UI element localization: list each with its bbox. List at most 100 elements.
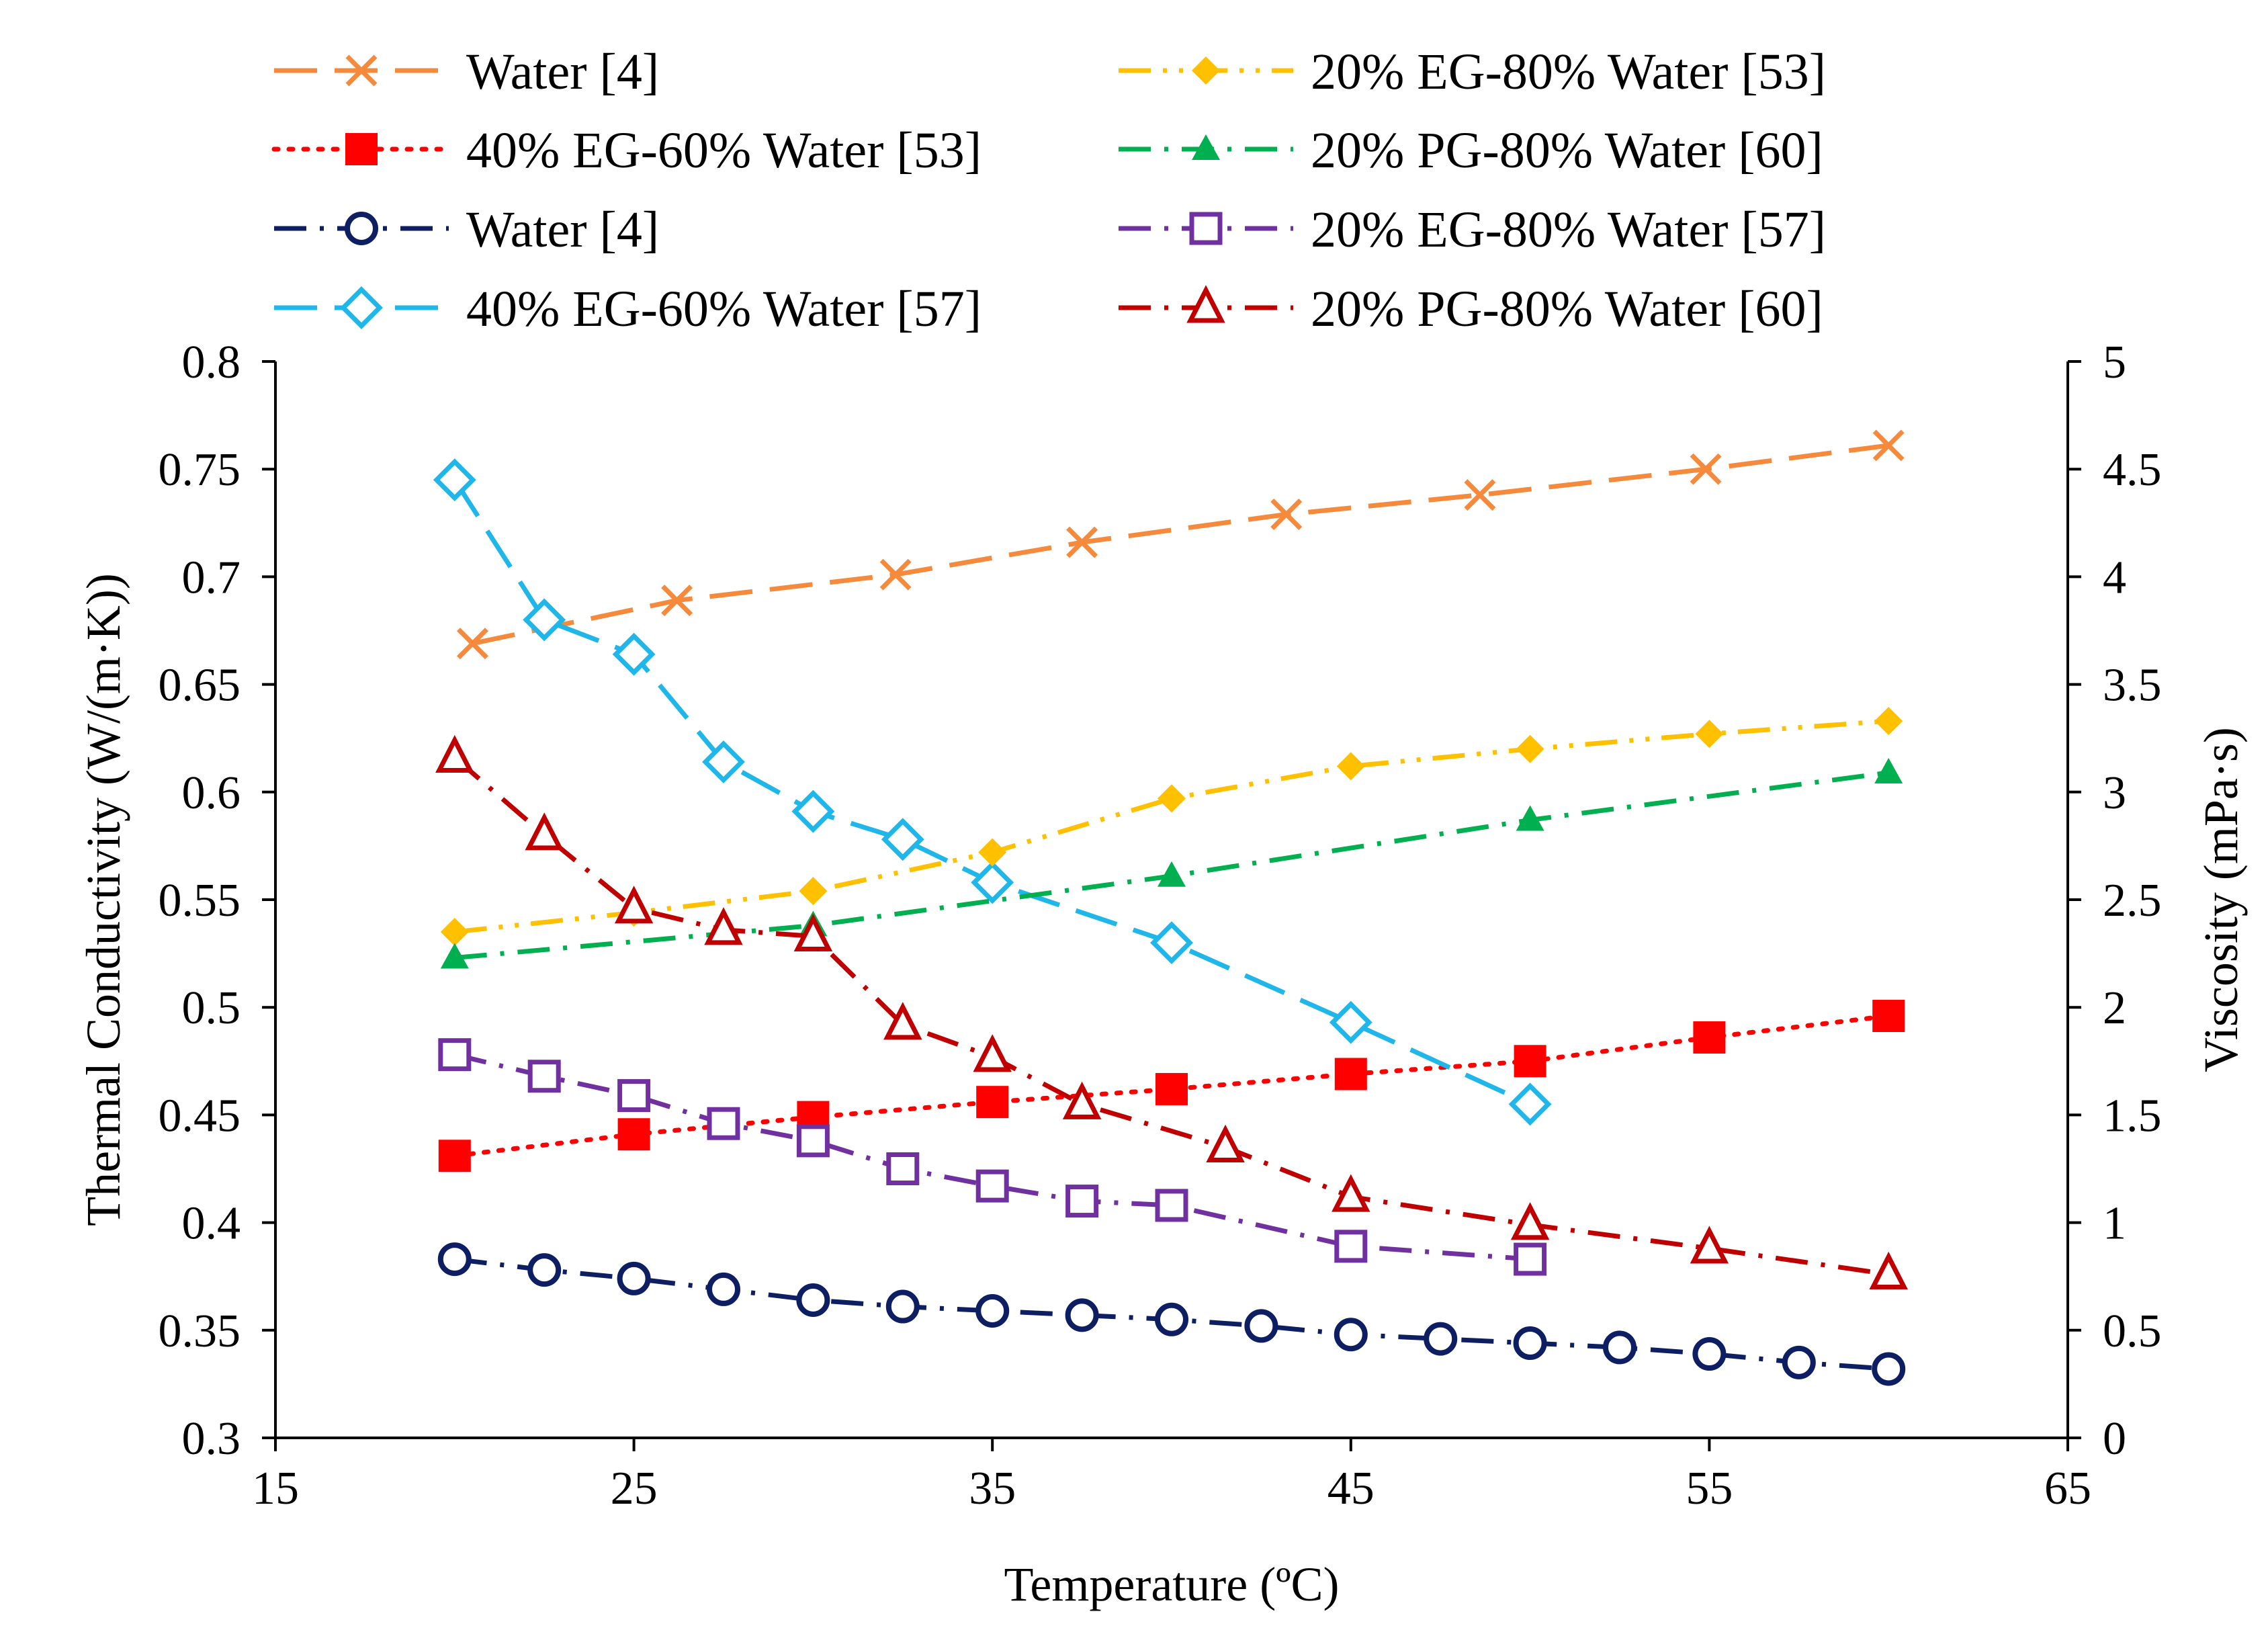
data-point: [1206, 1124, 1245, 1162]
data-point: [707, 1272, 740, 1306]
x-tick-label: 35: [969, 1463, 1016, 1514]
x-tick-label: 25: [611, 1463, 658, 1514]
data-point: [661, 585, 693, 617]
y-left-tick-label: 0.55: [159, 875, 241, 927]
data-point: [1329, 1000, 1372, 1044]
data-point: [1155, 1072, 1188, 1105]
data-point: [1872, 1352, 1906, 1386]
legend-item: 40% EG-60% Water [57]: [274, 281, 982, 337]
y-left-tick-label: 0.65: [159, 660, 241, 712]
data-point: [440, 943, 469, 969]
data-point: [438, 1038, 472, 1072]
data-point: [1690, 1226, 1729, 1264]
data-point: [885, 1289, 920, 1324]
legend-label: 20% EG-80% Water [53]: [1311, 44, 1826, 100]
data-point: [1334, 1318, 1368, 1352]
series-line: [453, 1052, 1530, 1262]
data-point: [1516, 734, 1544, 763]
y-right-tick-label: 1.5: [2103, 1090, 2162, 1142]
data-point: [617, 1118, 650, 1151]
x-tick-label: 15: [252, 1463, 299, 1514]
series-2: [438, 1000, 1905, 1172]
series-5: [440, 707, 1903, 947]
data-point: [614, 886, 654, 924]
data-point: [1158, 861, 1186, 887]
y-right-tick-label: 3: [2103, 767, 2126, 819]
legend-label: 20% PG-80% Water [60]: [1311, 281, 1823, 337]
data-point: [1155, 1189, 1188, 1222]
legend-label: 40% EG-60% Water [53]: [466, 122, 982, 179]
data-point: [523, 598, 566, 642]
series-4: [433, 458, 1552, 1126]
data-point: [527, 1060, 561, 1093]
data-point: [440, 918, 469, 947]
legend-item: Water [4]: [274, 44, 659, 100]
legend-marker: [340, 286, 383, 329]
series-8: [435, 734, 1908, 1289]
legend-marker: [1192, 134, 1220, 160]
data-point: [799, 877, 828, 906]
legend-item: 20% PG-80% Water [60]: [1119, 281, 1823, 337]
data-point: [1690, 453, 1722, 485]
data-point: [1244, 1309, 1278, 1343]
y-right-tick-label: 1: [2103, 1198, 2126, 1250]
legend-item: 20% EG-80% Water [53]: [1119, 44, 1826, 100]
data-point: [1872, 429, 1905, 462]
data-point: [1424, 1322, 1458, 1356]
data-point: [1516, 805, 1544, 831]
data-point: [527, 1253, 562, 1287]
y-axis-right-label: Viscosity (mPa·s): [2194, 727, 2248, 1072]
series-line: [454, 718, 1889, 935]
data-point: [617, 1261, 651, 1295]
y-axis-left-label: Thermal Conductivity (W/(m·K)): [77, 573, 130, 1226]
legend-marker: [1189, 212, 1223, 245]
chart-series: [433, 429, 1908, 1386]
legend: Water [4] 40% EG-60% Water [53] Water [4] 4…: [271, 44, 1826, 337]
data-point: [1603, 1330, 1637, 1365]
data-point: [971, 861, 1014, 904]
data-point: [1514, 1242, 1547, 1276]
legend-marker: [1186, 285, 1225, 323]
y-left-tick-label: 0.75: [159, 444, 241, 496]
legend-marker: [1192, 56, 1220, 85]
data-point: [1158, 784, 1186, 813]
y-right-tick-label: 2.5: [2103, 875, 2162, 927]
data-point: [883, 1002, 922, 1040]
y-left-tick-label: 0.35: [159, 1306, 241, 1357]
data-point: [975, 1169, 1009, 1203]
data-point: [1270, 499, 1303, 530]
data-point: [796, 1283, 830, 1317]
data-point: [1065, 1298, 1099, 1332]
y-left-tick-label: 0.7: [182, 552, 241, 603]
data-point: [438, 1140, 471, 1172]
data-point: [1464, 479, 1496, 511]
legend-marker: [345, 133, 378, 165]
data-point: [975, 1293, 1010, 1328]
series-1: [457, 429, 1905, 660]
y-left-tick-label: 0.45: [159, 1090, 241, 1142]
data-point: [976, 1086, 1009, 1119]
data-point: [1334, 1058, 1367, 1090]
series-7: [438, 1038, 1547, 1276]
data-point: [1513, 1326, 1547, 1361]
data-point: [1155, 1302, 1188, 1336]
data-point: [437, 1242, 472, 1277]
legend-label: 20% EG-80% Water [57]: [1311, 202, 1826, 258]
y-left-tick-label: 0.8: [182, 337, 241, 388]
y-right-tick-label: 0.5: [2103, 1306, 2162, 1357]
y-right-tick-label: 2: [2103, 982, 2126, 1034]
data-point: [1874, 757, 1903, 783]
data-point: [793, 913, 833, 951]
data-point: [1508, 1082, 1552, 1126]
legend-label: Water [4]: [466, 202, 659, 258]
data-point: [1869, 1251, 1908, 1289]
data-point: [433, 458, 476, 502]
legend-marker: [345, 54, 378, 87]
x-tick-label: 45: [1327, 1463, 1375, 1514]
data-point: [457, 628, 488, 660]
chart-ticks: 15 25 35 45 55 650.30.350.40.450.50.550.60.65…: [159, 337, 2162, 1514]
y-right-tick-label: 5: [2103, 337, 2126, 388]
data-point: [617, 1079, 651, 1113]
legend-label: Water [4]: [466, 44, 659, 100]
